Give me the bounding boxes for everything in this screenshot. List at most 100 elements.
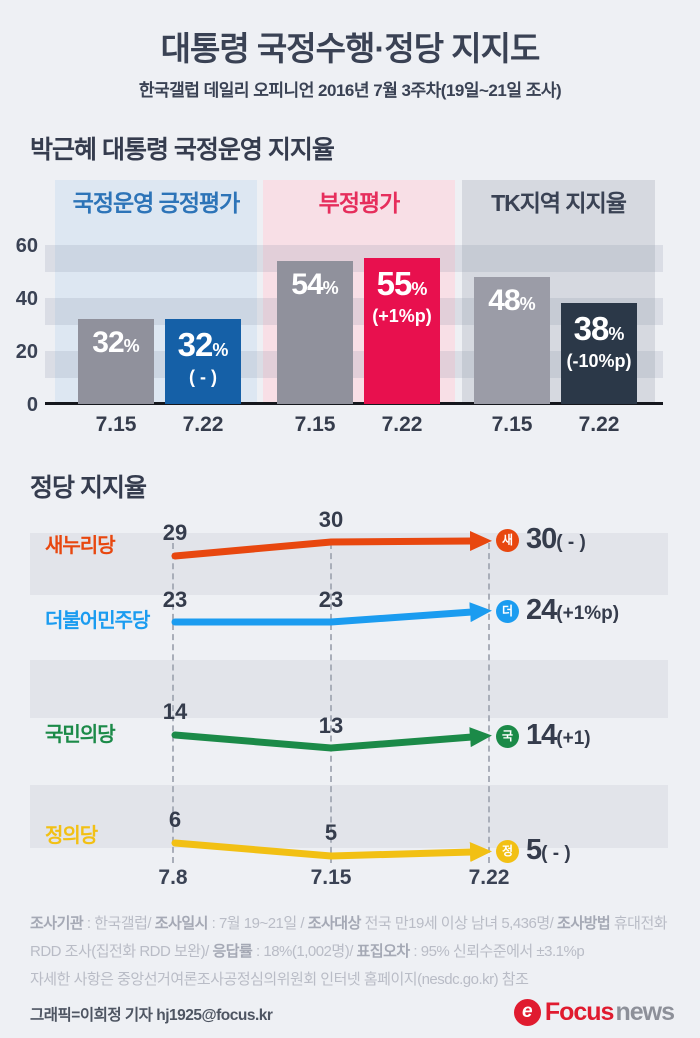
bar-value-unit: % bbox=[212, 340, 229, 360]
point-value-label: 30 bbox=[318, 507, 344, 532]
survey-detail-line-3: 자세한 사항은 중앙선거여론조사공정심의위원회 인터넷 홈페이지(nesdc.g… bbox=[30, 968, 675, 989]
party-end-value: 5( - ) bbox=[526, 834, 571, 868]
point-value-label: 23 bbox=[162, 587, 188, 612]
dashed-gridline bbox=[172, 543, 174, 863]
panel-title: TK지역 지지율 bbox=[491, 190, 627, 216]
survey-detail-line-1: 조사기관 : 한국갤럽/ 조사일시 : 7월 19~21일 / 조사대상 전국 … bbox=[30, 912, 675, 933]
bar-change-label: (-10%p) bbox=[566, 351, 632, 371]
approval-bar: 32% bbox=[78, 319, 154, 404]
panel-title: 부정평가 bbox=[318, 190, 401, 216]
bar-value-number: 54 bbox=[291, 268, 323, 301]
graphic-credit: 그래픽=이희정 기자 hj1925@focus.kr bbox=[30, 1007, 273, 1024]
bar-value-label: 32% bbox=[92, 328, 139, 358]
survey-detail-key: 응답률 bbox=[212, 943, 253, 960]
party-badge: 새 bbox=[496, 529, 519, 552]
party-badge: 더 bbox=[496, 600, 519, 623]
party-line-1 bbox=[171, 602, 492, 626]
bar-value-number: 32 bbox=[177, 326, 214, 363]
survey-detail-text: RDD 조사(집전화 RDD 보완)/ bbox=[30, 943, 213, 960]
party-line-chart: 새누리당 29 30 새 30( - ) 더불어민주당 23 23 더 24 (+1%p) 국민의당 1… bbox=[0, 505, 700, 905]
survey-detail-text: 휴대전화 bbox=[610, 915, 668, 932]
party-line-3 bbox=[171, 839, 492, 863]
party-line-2 bbox=[171, 727, 492, 752]
party-label: 국민의당 bbox=[45, 724, 116, 746]
bar-value-label: 48% bbox=[488, 286, 535, 316]
party-label: 새누리당 bbox=[45, 535, 116, 557]
bar-period-label: 7.22 bbox=[182, 413, 224, 436]
bar-value-label: 32% bbox=[178, 328, 229, 361]
y-axis-label: 60 bbox=[15, 235, 38, 257]
bar-period-label: 7.15 bbox=[294, 413, 336, 436]
dashed-gridline bbox=[488, 543, 490, 863]
page-subtitle: 한국갤럽 데일리 오피니언 2016년 7월 3주차(19일~21일 조사) bbox=[138, 81, 562, 100]
grid-stripe bbox=[45, 245, 663, 272]
end-value-change: (+1) bbox=[556, 728, 591, 749]
panel-title: 국정운영 긍정평가 bbox=[72, 190, 241, 216]
survey-detail-text: : 95% 신뢰수준에서 ±3.1%p bbox=[409, 943, 585, 960]
party-label: 더불어민주당 bbox=[45, 610, 150, 632]
bar-value-label: 54% bbox=[291, 270, 338, 300]
end-value-number: 24 bbox=[526, 594, 557, 626]
point-value-label: 29 bbox=[162, 520, 188, 545]
survey-detail-text: 전국 만19세 이상 남녀 5,436명/ bbox=[360, 915, 558, 932]
survey-detail-text: : 한국갤럽/ bbox=[83, 915, 155, 932]
y-axis-label: 40 bbox=[15, 288, 38, 310]
party-badge: 정 bbox=[496, 840, 519, 863]
y-axis-label: 0 bbox=[26, 394, 38, 416]
party-lines-svg bbox=[171, 531, 492, 863]
logo-text-focus: Focus bbox=[544, 998, 615, 1026]
approval-bar: 32% ( - ) bbox=[165, 319, 241, 404]
bar-value-unit: % bbox=[519, 294, 536, 314]
approval-bar: 38% (-10%p) bbox=[561, 303, 637, 404]
x-axis-label: 7.8 bbox=[158, 866, 188, 889]
survey-detail-key: 표집오차 bbox=[356, 943, 411, 960]
party-section-heading: 정당 지지율 bbox=[30, 474, 147, 502]
x-axis-baseline bbox=[45, 402, 663, 405]
end-value-change: ( - ) bbox=[556, 532, 586, 553]
x-axis-label: 7.15 bbox=[310, 866, 352, 889]
survey-detail-text: 자세한 사항은 중앙선거여론조사공정심의위원회 인터넷 홈페이지(nesdc.g… bbox=[30, 971, 529, 988]
survey-detail-text: : 7월 19~21일 / bbox=[207, 915, 308, 932]
row-band bbox=[30, 660, 668, 718]
point-value-label: 23 bbox=[318, 587, 344, 612]
end-value-number: 5 bbox=[526, 834, 542, 866]
bar-value-label: 55% bbox=[377, 267, 428, 300]
end-value-change: ( - ) bbox=[541, 843, 571, 864]
bar-period-label: 7.15 bbox=[491, 413, 533, 436]
bar-value-unit: % bbox=[411, 279, 428, 299]
bar-value-number: 32 bbox=[92, 326, 124, 359]
approval-bar: 55% (+1%p) bbox=[364, 258, 440, 404]
x-axis-label: 7.22 bbox=[468, 866, 510, 889]
party-end-value: 24 (+1%p) bbox=[526, 594, 619, 628]
survey-detail-key: 조사일시 bbox=[154, 915, 209, 932]
approval-bar-chart: 국정운영 긍정평가 부정평가 TK지역 지지율 60 40 20 0 32% 7.15 32% ( … bbox=[0, 170, 700, 455]
point-value-label: 5 bbox=[324, 820, 338, 845]
survey-detail-key: 조사대상 bbox=[307, 915, 362, 932]
party-end-value: 30( - ) bbox=[526, 523, 586, 557]
party-line-0 bbox=[171, 531, 492, 560]
bar-value-unit: % bbox=[608, 324, 625, 344]
bar-value-number: 55 bbox=[376, 265, 413, 302]
bar-value-unit: % bbox=[322, 278, 339, 298]
approval-section-heading: 박근혜 대통령 국정운영 지지율 bbox=[30, 136, 335, 164]
bar-value-number: 48 bbox=[488, 284, 520, 317]
bar-value-number: 38 bbox=[573, 310, 610, 347]
end-value-number: 30 bbox=[526, 523, 557, 555]
row-band bbox=[30, 785, 668, 848]
survey-detail-key: 조사방법 bbox=[557, 915, 611, 932]
end-value-number: 14 bbox=[526, 719, 557, 751]
bar-period-label: 7.22 bbox=[381, 413, 423, 436]
survey-detail-text: : 18%(1,002명)/ bbox=[252, 943, 357, 960]
point-value-label: 13 bbox=[318, 713, 344, 738]
survey-detail-key: 조사기관 bbox=[30, 915, 84, 932]
dashed-gridline bbox=[330, 543, 332, 863]
point-value-label: 6 bbox=[168, 807, 182, 832]
approval-bar: 48% bbox=[474, 277, 550, 404]
bar-value-label: 38% bbox=[574, 312, 625, 345]
party-end-value: 14 (+1) bbox=[526, 719, 591, 753]
y-axis-label: 20 bbox=[15, 341, 38, 363]
bar-period-label: 7.22 bbox=[578, 413, 620, 436]
survey-detail-line-2: RDD 조사(집전화 RDD 보완)/ 응답률 : 18%(1,002명)/ 표… bbox=[30, 940, 675, 961]
bar-value-unit: % bbox=[123, 336, 140, 356]
